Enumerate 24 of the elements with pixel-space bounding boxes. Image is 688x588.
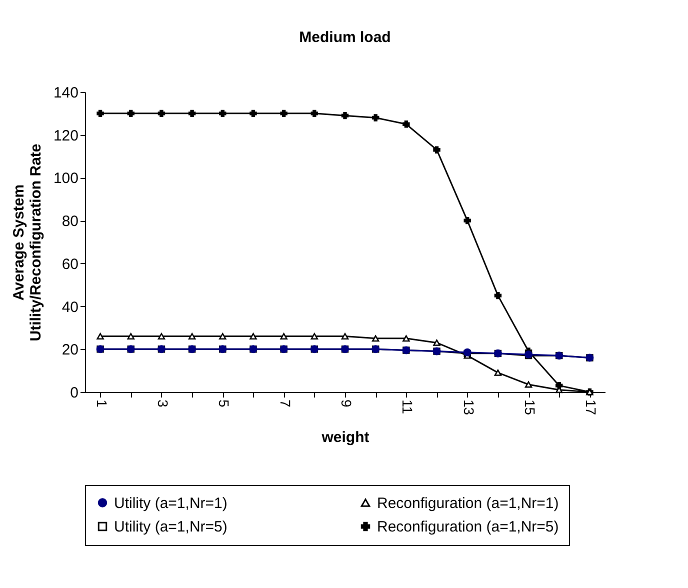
x-tick-label: 1 [94,400,110,408]
y-axis-title: Average System Utility/Reconfiguration Rate [10,144,44,342]
x-tick-label: 13 [460,400,477,416]
y-tick-label: 140 [53,84,78,102]
y-tick-label: 80 [62,213,78,230]
legend-label: Utility (a=1,Nr=1) [114,494,228,512]
y-tick-label: 60 [62,256,78,273]
legend-label: Utility (a=1,Nr=5) [114,518,228,536]
y-tick-label: 40 [62,298,78,316]
x-tick-label: 15 [522,400,538,416]
x-tick-label: 3 [154,400,171,408]
x-tick-label: 5 [216,400,232,408]
legend-label: Reconfiguration (a=1,Nr=5) [377,518,559,536]
legend-label: Reconfiguration (a=1,Nr=1) [377,494,559,512]
x-tick-label: 7 [277,400,294,408]
y-tick-label: 100 [53,170,78,188]
x-tick-label: 17 [583,400,600,416]
x-axis-title: weight [320,429,370,446]
x-tick-label: 9 [338,400,354,408]
x-tick-label: 11 [400,400,416,414]
y-tick-label: 0 [70,384,78,402]
y-tick-label: 120 [53,127,78,144]
chart-title: Medium load [299,29,391,46]
y-tick-label: 20 [62,342,78,359]
